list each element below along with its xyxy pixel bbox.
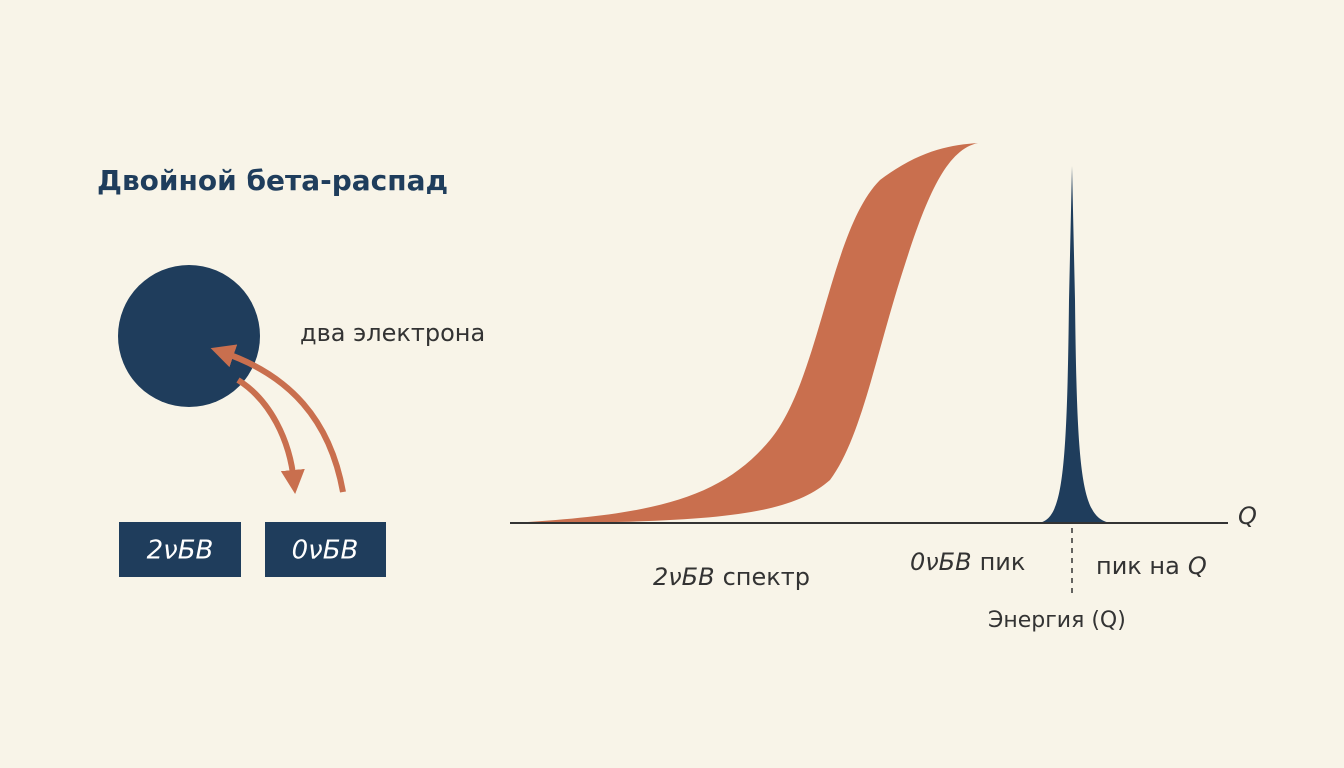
- nucleus-label: два электрона: [300, 319, 485, 347]
- text: пик: [980, 548, 1026, 576]
- box: [265, 522, 386, 577]
- axis-label: Q: [1238, 502, 1257, 530]
- text: спектр: [723, 563, 810, 591]
- box-label: 0νБВ: [292, 536, 359, 566]
- box: [119, 522, 241, 577]
- symbol: Q: [1188, 552, 1207, 580]
- arrow: [236, 377, 305, 494]
- peak-label: 0νБВ пик: [910, 548, 1025, 576]
- nucleus: [118, 265, 260, 407]
- box-label: 2νБВ: [147, 536, 214, 566]
- energy-label: Энергия (Q): [988, 608, 1126, 633]
- spectrum-label: 2νБВ спектр: [653, 563, 810, 591]
- two-nu-spectrum: [512, 143, 978, 523]
- text: пик на: [1096, 552, 1180, 580]
- arrow: [210, 344, 346, 493]
- zero-nu-peak: [1038, 166, 1112, 523]
- symbol: 2νБВ: [653, 563, 715, 591]
- title: Двойной бета-распад: [97, 164, 448, 197]
- symbol: 0νБВ: [910, 548, 972, 576]
- q-peak-label: пик на Q: [1096, 552, 1207, 580]
